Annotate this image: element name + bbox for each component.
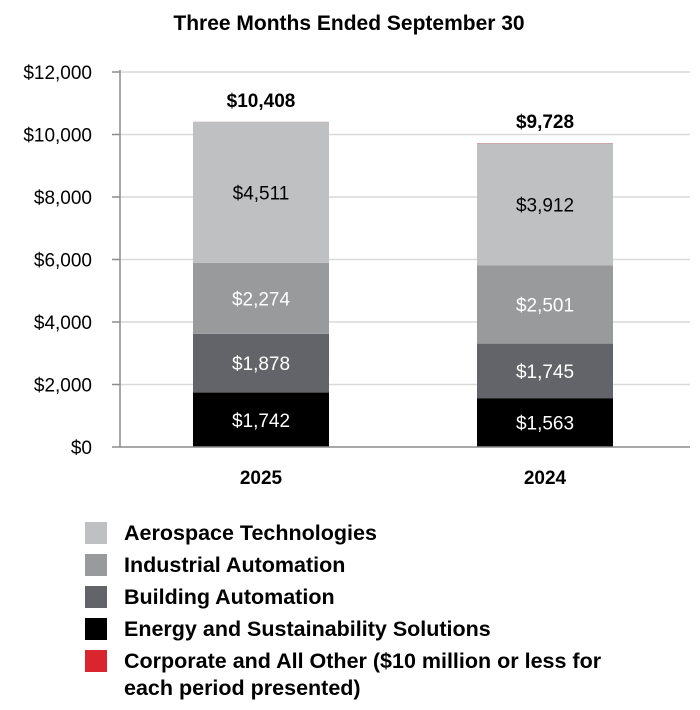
y-tick-label: $4,000 (34, 313, 92, 334)
bar-segment (193, 262, 329, 334)
segment-label: $3,912 (516, 195, 574, 216)
legend-label: Corporate and All Other ($10 million or … (124, 649, 602, 700)
total-label: $10,408 (227, 91, 296, 112)
y-tick-label: $12,000 (23, 63, 92, 84)
legend-item: Corporate and All Other ($10 million or … (85, 648, 634, 702)
y-tick-label: $10,000 (23, 126, 92, 147)
bars: $1,742 $1,878 $2,274 $4,511 $10,408 $1,563 $1,… (193, 91, 613, 447)
segment-label: $1,563 (516, 414, 574, 435)
x-tick-label: 2025 (240, 468, 283, 489)
bar-segment (193, 333, 329, 393)
y-tick-label: $2,000 (34, 376, 92, 397)
legend-item: Energy and Sustainability Solutions (85, 616, 634, 643)
legend-label: Aerospace Technologies (124, 521, 377, 545)
total-label: $9,728 (516, 112, 574, 133)
segment-label: $1,742 (232, 411, 290, 432)
legend-swatch (85, 554, 107, 576)
bar-segment (477, 265, 613, 344)
y-tick-label: $0 (71, 438, 92, 459)
bar-segment (477, 343, 613, 399)
segment-label: $4,511 (233, 183, 290, 204)
legend: Aerospace Technologies Industrial Automat… (85, 520, 634, 707)
y-tick-label: $8,000 (34, 188, 92, 209)
bar-segment (193, 392, 329, 447)
legend-label: Energy and Sustainability Solutions (124, 617, 491, 641)
stacked-bar-chart: Three Months Ended September 30 $0 $2,000… (23, 12, 690, 489)
legend-item: Industrial Automation (85, 552, 634, 579)
legend-swatch (85, 650, 107, 672)
x-axis: 2025 2024 (120, 446, 690, 489)
y-tick-label: $6,000 (34, 251, 92, 272)
legend-item: Building Automation (85, 584, 634, 611)
legend-swatch (85, 522, 107, 544)
legend-item: Aerospace Technologies (85, 520, 634, 547)
bar-segment (477, 398, 613, 447)
legend-swatch (85, 618, 107, 640)
segment-label: $1,745 (516, 362, 574, 383)
bar-segment (193, 121, 329, 263)
legend-label: Industrial Automation (124, 553, 346, 577)
legend-label: Building Automation (124, 585, 335, 609)
segment-label: $2,274 (232, 289, 291, 310)
x-tick-label: 2024 (524, 468, 567, 489)
segment-label: $2,501 (516, 296, 574, 317)
y-axis: $0 $2,000 $4,000 $6,000 $8,000 $10,000 $12,000 (23, 63, 121, 459)
bar-segment (477, 143, 613, 266)
legend-swatch (85, 586, 107, 608)
segment-label: $1,878 (232, 354, 290, 375)
chart-title: Three Months Ended September 30 (173, 12, 524, 35)
